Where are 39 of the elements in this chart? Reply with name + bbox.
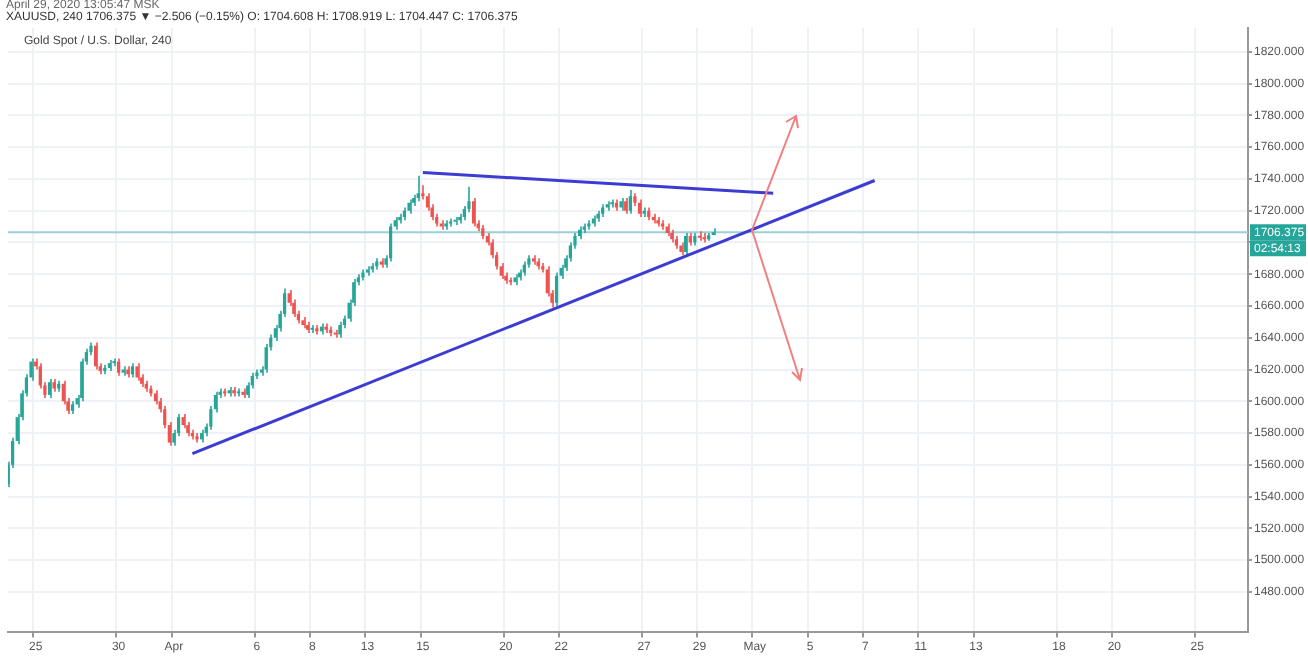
candlestick bbox=[513, 273, 518, 287]
candlestick bbox=[195, 432, 199, 444]
candlestick bbox=[388, 222, 393, 263]
candlestick bbox=[651, 213, 656, 225]
candlestick bbox=[702, 232, 706, 244]
candlestick bbox=[711, 227, 716, 237]
candlestick bbox=[605, 200, 610, 212]
candlestick bbox=[365, 265, 370, 277]
candlestick bbox=[619, 197, 624, 212]
candlestick bbox=[333, 329, 338, 339]
candlestick bbox=[121, 365, 126, 377]
candlestick bbox=[471, 197, 476, 228]
candlestick bbox=[379, 257, 384, 269]
candlestick bbox=[697, 230, 702, 242]
candlestick bbox=[112, 357, 116, 368]
candlestick bbox=[453, 216, 458, 226]
candlestick bbox=[241, 387, 246, 399]
candlestick bbox=[448, 217, 453, 228]
candlestick bbox=[679, 241, 684, 256]
candlestick bbox=[301, 316, 306, 330]
candlestick bbox=[227, 386, 232, 398]
candlestick bbox=[656, 216, 660, 228]
candlestick bbox=[315, 324, 319, 336]
candlestick bbox=[176, 413, 181, 438]
candlestick bbox=[610, 198, 614, 209]
candlestick bbox=[531, 254, 536, 266]
candlestick bbox=[236, 387, 241, 398]
candlestick bbox=[93, 341, 98, 371]
candlestick bbox=[61, 379, 66, 406]
candlestick bbox=[47, 378, 52, 399]
candlestick bbox=[439, 219, 444, 231]
candlestick bbox=[508, 276, 513, 287]
candlestick bbox=[223, 387, 227, 398]
candlestick bbox=[421, 184, 425, 201]
candlestick bbox=[107, 359, 112, 372]
candlestick bbox=[684, 232, 688, 256]
candlestick bbox=[467, 186, 471, 214]
candlestick bbox=[38, 362, 42, 390]
candlestick bbox=[199, 429, 204, 444]
